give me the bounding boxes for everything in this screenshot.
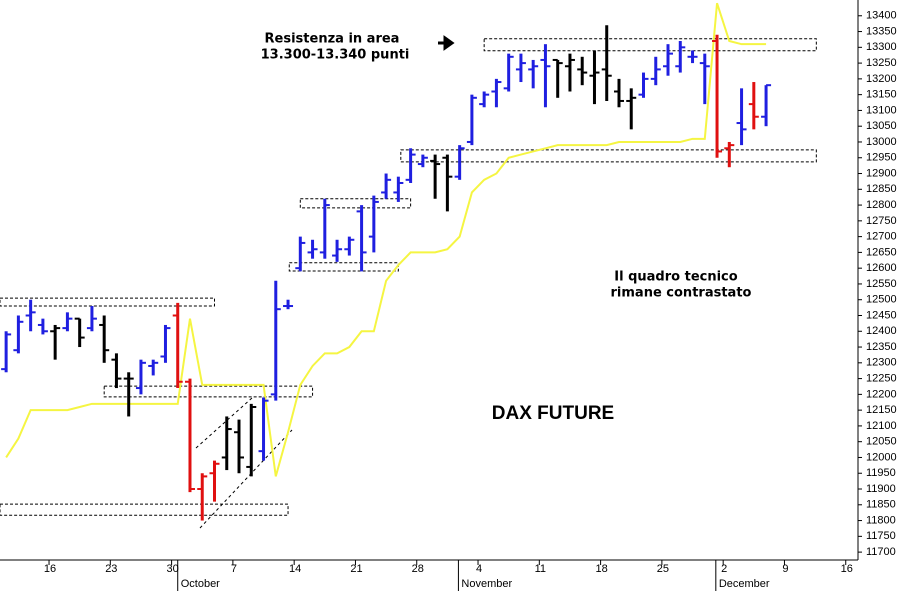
x-tick-label: 30 [166, 563, 178, 575]
arrow [438, 35, 455, 51]
y-tick-label: 12300 [866, 357, 897, 369]
resistance-zone [0, 503, 289, 516]
y-tick-label: 12450 [866, 309, 897, 321]
resistance-zone [299, 198, 412, 209]
y-tick-label: 11800 [866, 514, 896, 526]
y-tick-label: 13350 [866, 25, 897, 37]
y-tick-label: 12500 [866, 294, 897, 306]
y-tick-label: 13050 [866, 120, 897, 132]
y-tick-label: 12200 [866, 388, 897, 400]
y-tick-label: 12800 [866, 199, 897, 211]
y-tick-label: 12050 [866, 436, 897, 448]
x-tick-label: 23 [105, 563, 117, 575]
y-tick-label: 13400 [866, 10, 897, 22]
annotation: Il quadro tecnico [614, 270, 737, 285]
indicator-line [5, 2, 767, 477]
resistance-zone [0, 297, 215, 307]
y-tick-label: 12550 [866, 278, 897, 290]
resistance-zone [400, 149, 817, 163]
y-tick-label: 13200 [866, 73, 897, 85]
y-tick-label: 13100 [866, 104, 897, 116]
y-tick-label: 13300 [866, 41, 897, 53]
y-tick-label: 12950 [866, 152, 897, 164]
y-tick-label: 12400 [866, 325, 897, 337]
resistance-zone [483, 38, 817, 52]
annotation: Resistenza in area [265, 32, 400, 47]
y-tick-label: 12700 [866, 231, 897, 243]
y-tick-label: 12600 [866, 262, 897, 274]
resistance-zone [103, 385, 314, 398]
x-tick-label: 16 [841, 563, 853, 575]
y-tick-label: 13250 [866, 57, 897, 69]
y-tick-label: 13150 [866, 89, 897, 101]
x-tick-label: 25 [657, 563, 669, 575]
x-tick-label: 14 [289, 563, 301, 575]
y-tick-label: 11750 [866, 530, 896, 542]
x-tick-label: 28 [412, 563, 424, 575]
month-label: November [461, 578, 512, 590]
channel-line [195, 397, 253, 449]
x-tick-label: 7 [231, 563, 237, 575]
y-tick-label: 12650 [866, 246, 897, 258]
x-tick-label: 9 [782, 563, 788, 575]
y-tick-label: 12250 [866, 372, 897, 384]
x-tick-label: 11 [535, 563, 546, 575]
y-tick-label: 12150 [866, 404, 897, 416]
y-tick-label: 11900 [866, 483, 896, 495]
channel-line [199, 429, 293, 529]
month-label: December [719, 578, 770, 590]
month-label: October [181, 578, 220, 590]
y-tick-label: 12900 [866, 167, 897, 179]
y-tick-label: 12850 [866, 183, 897, 195]
y-tick-label: 12350 [866, 341, 897, 353]
y-tick-label: 11700 [866, 546, 896, 558]
x-tick-label: 16 [44, 563, 56, 575]
resistance-zone [288, 262, 399, 272]
annotation: rimane contrastato [611, 286, 752, 301]
y-tick-label: 12000 [866, 451, 897, 463]
y-tick-label: 12750 [866, 215, 897, 227]
annotation: 13.300-13.340 punti [261, 48, 410, 63]
x-tick-label: 4 [476, 563, 482, 575]
y-tick-label: 13000 [866, 136, 897, 148]
x-tick-label: 21 [350, 563, 362, 575]
y-tick-label: 12100 [866, 420, 897, 432]
y-tick-label: 11850 [866, 499, 896, 511]
y-tick-label: 11950 [866, 467, 896, 479]
x-tick-label: 18 [595, 563, 607, 575]
x-tick-label: 2 [721, 563, 727, 575]
chart-title: DAX FUTURE [492, 403, 614, 424]
